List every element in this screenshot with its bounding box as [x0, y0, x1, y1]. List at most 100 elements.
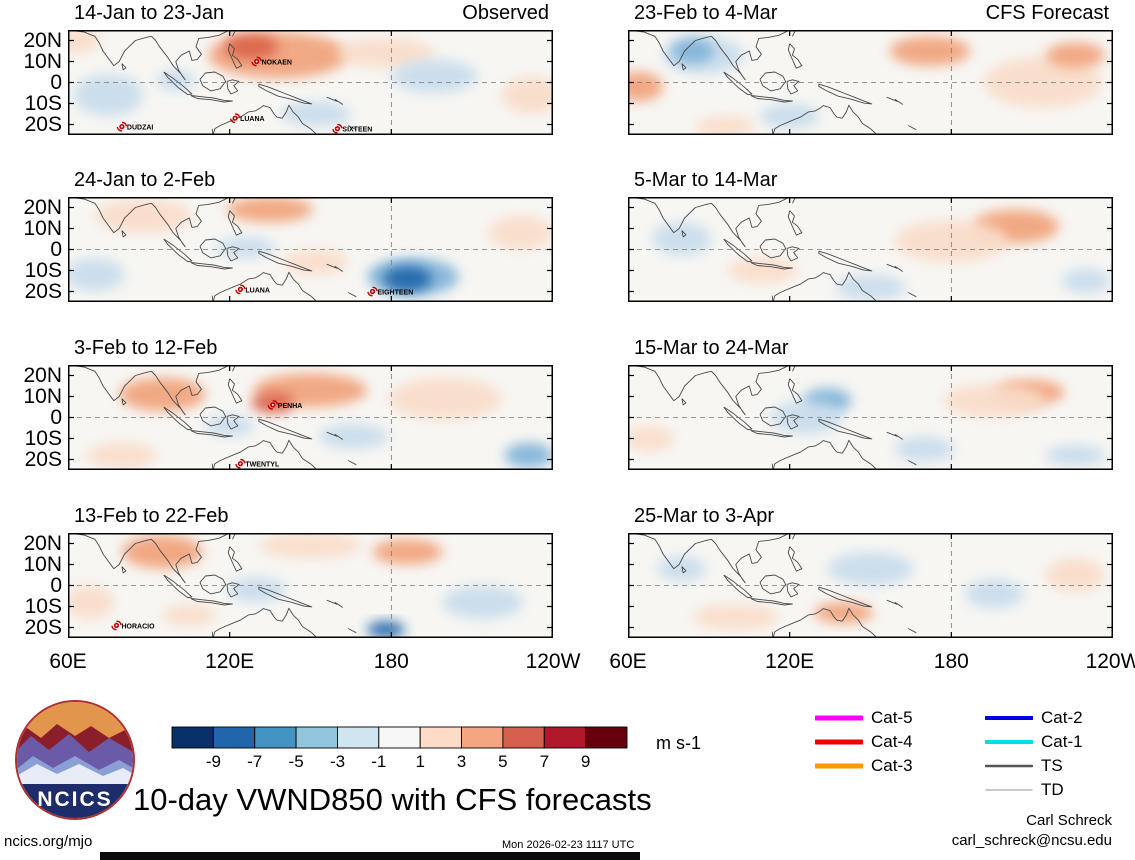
- anomaly-blob-n1: [760, 103, 820, 129]
- legend-item-td: TD: [985, 778, 1083, 802]
- colorbar-tick-label: 3: [457, 752, 466, 771]
- y-tick-label: 0: [50, 70, 62, 94]
- x-tick-label: 120E: [765, 650, 815, 673]
- storm-label: HORACIO: [122, 623, 156, 630]
- y-tick-label: 20N: [23, 28, 62, 52]
- storm-marker: LUANA: [235, 284, 270, 294]
- legend-item-cat-3: Cat-3: [815, 754, 913, 778]
- y-tick-label: 20N: [23, 531, 62, 555]
- y-tick-label: 0: [50, 237, 62, 261]
- storm-marker: SIXTEEN: [332, 123, 372, 134]
- y-tick-label: 10S: [24, 594, 62, 618]
- panel-title: 24-Jan to 2-Feb: [74, 169, 216, 191]
- anomaly-blob-n1: [835, 274, 906, 300]
- anomaly-blob-n3: [367, 621, 405, 638]
- anomaly-blob-p2: [1045, 42, 1105, 68]
- legend-item-cat-5: Cat-5: [815, 706, 913, 730]
- x-tick-label: 180: [373, 650, 409, 673]
- panel-title: 25-Mar to 3-Apr: [634, 505, 775, 527]
- y-tick-label: 20S: [24, 447, 62, 471]
- anomaly-blob-p1: [628, 425, 674, 452]
- x-tick-label: 60E: [609, 650, 647, 673]
- x-tick-label: 180: [933, 650, 969, 673]
- anomaly-blob-p1: [86, 442, 157, 468]
- anomaly-blob-n1: [894, 436, 954, 462]
- anomaly-blob-p2: [119, 377, 206, 412]
- colorbar-tick-label: -3: [330, 752, 345, 771]
- colorbar-tick-label: -9: [206, 752, 221, 771]
- column-tag: CFS Forecast: [985, 2, 1109, 24]
- panel-title: 5-Mar to 14-Mar: [634, 169, 778, 191]
- map-panel-1: NOKAEN DUDZAI LUANA SIXTEEN: [68, 30, 553, 135]
- anomaly-blob-p2: [208, 32, 349, 79]
- legend-item-cat-1: Cat-1: [985, 730, 1083, 754]
- y-tick-label: 10N: [23, 552, 62, 576]
- panel-frame: [628, 533, 1113, 638]
- legend-label: Cat-5: [871, 708, 913, 727]
- storm-label: LUANA: [245, 287, 270, 294]
- storm-marker: LUANA: [229, 113, 265, 123]
- footer-url[interactable]: ncics.org/mjo: [4, 833, 93, 850]
- map-panel-4: HORACIO: [68, 533, 553, 638]
- credit-email[interactable]: carl_schreck@ncsu.edu: [951, 832, 1112, 849]
- column-tag: Observed: [462, 2, 549, 24]
- map-panel-3: PENHA TWENTYL: [68, 365, 553, 470]
- legend-column-1: Cat-5 Cat-4 Cat-3: [815, 706, 913, 778]
- legend-label: TD: [1041, 780, 1064, 799]
- colorbar-tick-label: -7: [247, 752, 262, 771]
- storm-label: PENHA: [278, 403, 303, 410]
- legend-line-sample: [985, 740, 1033, 744]
- anomaly-blob-p1: [94, 199, 192, 233]
- anomaly-blob-p1: [162, 604, 217, 626]
- anomaly-blob-p1: [727, 257, 798, 284]
- legend-label: Cat-3: [871, 756, 913, 775]
- panel-title: 3-Feb to 12-Feb: [74, 337, 218, 359]
- anomaly-blob-p1: [388, 377, 502, 420]
- anomaly-blob-n1: [391, 59, 478, 93]
- anomaly-blob-p1: [943, 383, 1046, 418]
- storm-marker: HORACIO: [111, 620, 156, 630]
- anomaly-blob-n3: [383, 266, 432, 292]
- anomaly-blob-n1: [964, 579, 1024, 609]
- anomaly-blob-p1: [488, 215, 553, 250]
- anomaly-blob-p1: [695, 116, 755, 135]
- legend-line-sample: [815, 763, 863, 769]
- panel-frame: [628, 197, 1113, 302]
- ncics-logo: NCICS: [13, 698, 137, 827]
- panel-frame: [628, 30, 1113, 135]
- legend-item-ts: TS: [985, 754, 1083, 778]
- colorbar: -9 -7 -5 -3 -1 1 3 5 7 9: [166, 725, 638, 778]
- legend-line-sample: [815, 739, 863, 745]
- colorbar-tick-label: -5: [289, 752, 304, 771]
- anomaly-blob-p1: [501, 76, 553, 114]
- anomaly-blob-n1: [73, 74, 144, 117]
- anomaly-blob-n2: [504, 442, 553, 468]
- panel-title: 23-Feb to 4-Mar: [634, 2, 778, 24]
- credit-name: Carl Schreck: [1026, 812, 1112, 829]
- anomaly-blob-p3: [224, 34, 279, 60]
- y-tick-label: 20S: [24, 112, 62, 136]
- anomaly-blob-p1: [1045, 558, 1105, 592]
- y-tick-label: 10S: [24, 426, 62, 450]
- footer-timestamp: Mon 2026-02-23 1117 UTC: [502, 839, 635, 851]
- logo-text: NCICS: [37, 788, 112, 811]
- y-tick-label: 10S: [24, 91, 62, 115]
- storm-label: SIXTEEN: [342, 127, 372, 134]
- y-tick-label: 0: [50, 573, 62, 597]
- anomaly-blob-n1: [827, 551, 914, 586]
- storm-marker: TWENTYL: [235, 458, 280, 469]
- anomaly-blob-n1: [68, 257, 125, 292]
- legend-label: Cat-2: [1041, 708, 1083, 727]
- y-tick-label: 20N: [23, 195, 62, 219]
- y-tick-label: 10N: [23, 49, 62, 73]
- legend-line-sample: [985, 764, 1033, 768]
- anomaly-blob-n1: [652, 222, 712, 256]
- map-panel-2: LUANA EIGHTEEN: [68, 197, 553, 302]
- panel-title: 13-Feb to 22-Feb: [74, 505, 229, 527]
- map-panel-7: [628, 365, 1113, 470]
- legend-label: Cat-1: [1041, 732, 1083, 751]
- legend-line-sample: [985, 789, 1033, 791]
- panel-frame: [68, 197, 553, 302]
- legend-column-2: Cat-2 Cat-1 TS TD: [985, 706, 1083, 802]
